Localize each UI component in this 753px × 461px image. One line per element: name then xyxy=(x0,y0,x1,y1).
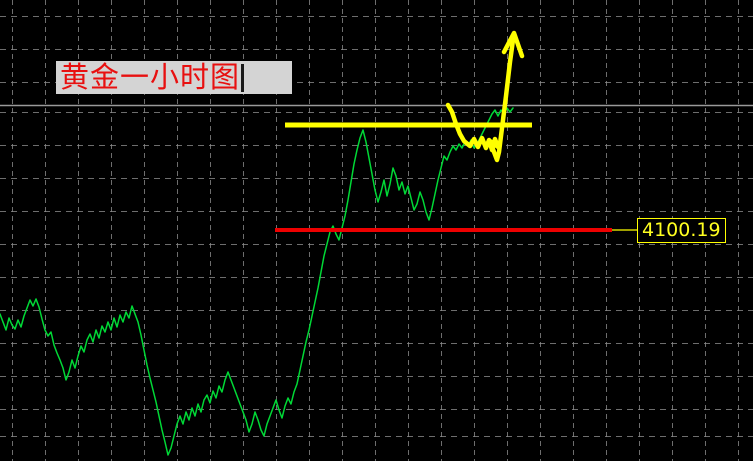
price-line-series xyxy=(0,107,514,456)
text-cursor-caret xyxy=(241,63,245,92)
forecast-arrow-head xyxy=(501,30,525,59)
forecast-zigzag-path[interactable] xyxy=(445,37,516,163)
chart-title-text: 黄金一小时图 xyxy=(60,60,241,94)
price-level-tag[interactable]: 4100.19 xyxy=(637,218,726,243)
chart-title-textbox[interactable]: 黄金一小时图 xyxy=(56,61,292,94)
